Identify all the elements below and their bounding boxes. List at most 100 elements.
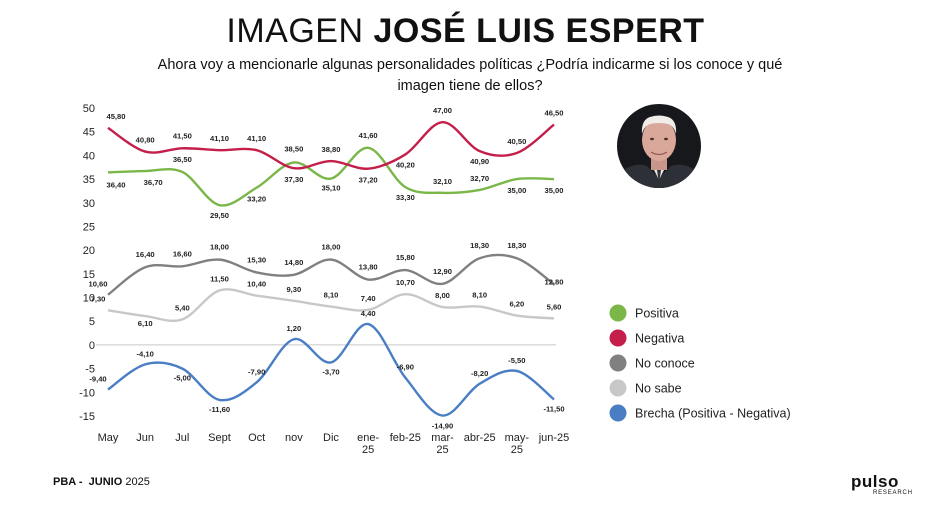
data-label-no-conoce: 18,00 bbox=[321, 243, 340, 252]
data-label-brecha-positiva-negativa: -7,90 bbox=[248, 367, 265, 376]
x-tick-label: feb-25 bbox=[390, 432, 421, 444]
data-label-brecha-positiva-negativa: -5,00 bbox=[174, 374, 191, 383]
legend-label-no-sabe: No sabe bbox=[635, 382, 682, 396]
data-label-negativa: 40,50 bbox=[507, 137, 526, 146]
x-tick-label: jun-25 bbox=[538, 432, 570, 444]
series-line-no-sabe bbox=[107, 288, 555, 323]
legend-label-negativa: Negativa bbox=[635, 332, 684, 346]
data-label-no-conoce: 16,60 bbox=[173, 249, 192, 258]
data-label-brecha-positiva-negativa: -14,90 bbox=[432, 422, 454, 431]
footer-year: 2025 bbox=[125, 476, 150, 488]
y-tick-label: 25 bbox=[83, 221, 95, 233]
x-tick-label: May bbox=[98, 432, 119, 444]
y-tick-label: 50 bbox=[83, 103, 95, 115]
legend-marker-brecha-positiva-negativa bbox=[609, 404, 627, 422]
data-label-positiva: 36,50 bbox=[173, 155, 192, 164]
data-label-negativa: 40,80 bbox=[136, 136, 155, 145]
data-label-no-sabe: 5,40 bbox=[175, 303, 190, 312]
x-tick-label: may-25 bbox=[505, 432, 530, 456]
data-label-positiva: 32,10 bbox=[433, 177, 452, 186]
data-label-no-sabe: 6,10 bbox=[138, 319, 153, 328]
data-label-positiva: 38,50 bbox=[284, 144, 303, 153]
footer-region: PBA - bbox=[53, 476, 83, 488]
data-label-no-sabe: 8,00 bbox=[435, 291, 450, 300]
x-tick-label: mar-25 bbox=[431, 432, 454, 456]
data-label-negativa: 38,80 bbox=[321, 145, 340, 154]
data-label-no-sabe: 11,50 bbox=[210, 274, 229, 283]
legend-marker-no-sabe bbox=[609, 379, 627, 397]
y-tick-label: 15 bbox=[83, 269, 95, 281]
y-tick-label: -15 bbox=[79, 411, 95, 423]
data-label-no-sabe: 8,10 bbox=[472, 291, 487, 300]
data-label-no-conoce: 12,90 bbox=[433, 267, 452, 276]
y-tick-label: 10 bbox=[83, 293, 95, 305]
legend-label-positiva: Positiva bbox=[635, 307, 679, 321]
footer-month: JUNIO bbox=[88, 476, 123, 488]
data-label-brecha-positiva-negativa: 4,40 bbox=[361, 309, 376, 318]
data-label-brecha-positiva-negativa: -6,90 bbox=[397, 363, 414, 372]
data-label-negativa: 47,00 bbox=[433, 106, 452, 115]
data-label-no-conoce: 18,00 bbox=[210, 243, 229, 252]
legend-label-no-conoce: No conoce bbox=[635, 357, 695, 371]
data-label-positiva: 35,00 bbox=[544, 186, 563, 195]
y-tick-label: -5 bbox=[85, 364, 95, 376]
data-label-positiva: 29,50 bbox=[210, 211, 229, 220]
data-label-no-sabe: 5,60 bbox=[547, 302, 562, 311]
x-tick-label: Jul bbox=[175, 432, 189, 444]
data-label-negativa: 40,90 bbox=[470, 157, 489, 166]
y-tick-label: 0 bbox=[89, 340, 95, 352]
title-light: IMAGEN bbox=[226, 12, 364, 50]
logo-wordmark: pulso bbox=[851, 472, 899, 491]
data-label-negativa: 41,10 bbox=[247, 134, 266, 143]
data-label-no-conoce: 10,60 bbox=[88, 280, 107, 289]
x-tick-label: Oct bbox=[248, 432, 265, 444]
data-label-positiva: 35,10 bbox=[321, 184, 340, 193]
data-label-positiva: 41,60 bbox=[359, 131, 378, 140]
chart-subtitle: Ahora voy a mencionarle algunas personal… bbox=[95, 55, 845, 97]
data-label-brecha-positiva-negativa: -4,10 bbox=[137, 349, 154, 358]
data-label-no-sabe: 6,20 bbox=[509, 300, 524, 309]
data-label-negativa: 37,20 bbox=[359, 176, 378, 185]
data-label-brecha-positiva-negativa: -5,50 bbox=[508, 356, 525, 365]
series-line-no-conoce bbox=[107, 253, 555, 296]
y-tick-label: 40 bbox=[83, 150, 95, 162]
x-tick-label: abr-25 bbox=[464, 432, 496, 444]
data-label-brecha-positiva-negativa: -9,40 bbox=[89, 374, 106, 383]
data-label-negativa: 40,20 bbox=[396, 160, 415, 169]
data-label-negativa: 45,80 bbox=[106, 112, 125, 121]
x-tick-label: Dic bbox=[323, 432, 339, 444]
data-label-positiva: 33,20 bbox=[247, 195, 266, 204]
data-label-no-conoce: 18,30 bbox=[470, 241, 489, 250]
logo-subtitle: RESEARCH bbox=[873, 490, 913, 496]
pulso-logo: pulso RESEARCH bbox=[851, 472, 913, 500]
data-label-positiva: 36,40 bbox=[106, 180, 125, 189]
series-line-brecha-positiva-negativa bbox=[107, 322, 555, 417]
data-label-negativa: 46,50 bbox=[544, 109, 563, 118]
data-label-brecha-positiva-negativa: -8,20 bbox=[471, 369, 488, 378]
legend-marker-positiva bbox=[609, 304, 627, 322]
series-line-positiva bbox=[107, 146, 555, 207]
data-label-negativa: 37,30 bbox=[284, 175, 303, 184]
data-label-brecha-positiva-negativa: 1,20 bbox=[286, 324, 301, 333]
data-label-no-conoce: 14,80 bbox=[284, 258, 303, 267]
data-label-no-sabe: 9,30 bbox=[286, 285, 301, 294]
data-label-no-sabe: 10,70 bbox=[396, 278, 415, 287]
y-tick-label: 20 bbox=[83, 245, 95, 257]
subtitle-line-1: Ahora voy a mencionarle algunas personal… bbox=[157, 57, 783, 73]
data-label-no-sabe: 10,40 bbox=[247, 280, 266, 289]
candidate-photo bbox=[617, 104, 701, 188]
data-label-no-conoce: 16,40 bbox=[136, 250, 155, 259]
data-label-positiva: 33,30 bbox=[396, 193, 415, 202]
data-label-no-conoce: 18,30 bbox=[507, 241, 526, 250]
legend-label-brecha-positiva-negativa: Brecha (Positiva - Negativa) bbox=[635, 407, 791, 421]
series-line-negativa bbox=[107, 121, 555, 170]
data-label-negativa: 41,10 bbox=[210, 134, 229, 143]
data-label-no-conoce: 15,80 bbox=[396, 253, 415, 262]
data-label-no-sabe: 7,40 bbox=[361, 294, 376, 303]
data-label-negativa: 41,50 bbox=[173, 131, 192, 140]
x-tick-label: Sept bbox=[208, 432, 231, 444]
chart-title: IMAGEN JOSÉ LUIS ESPERT bbox=[0, 12, 931, 51]
data-label-no-conoce: 15,30 bbox=[247, 255, 266, 264]
x-tick-label: nov bbox=[285, 432, 303, 444]
